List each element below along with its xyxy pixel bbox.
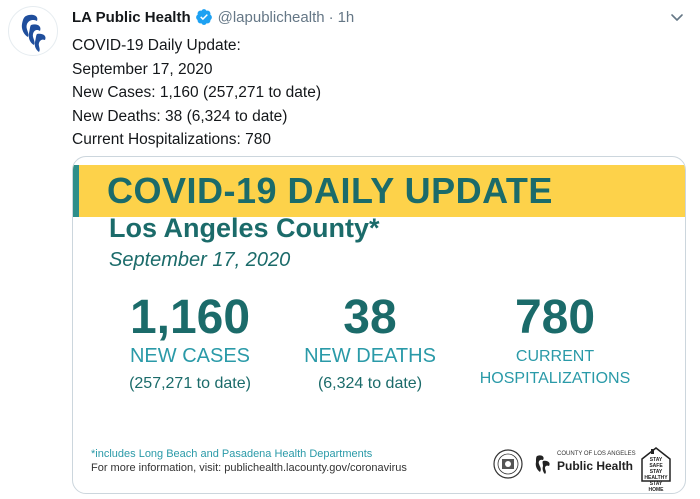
tweet-header: LA Public Health @lapublichealth · 1h <box>72 6 354 28</box>
tweet-text: COVID-19 Daily Update: September 17, 202… <box>72 34 672 152</box>
stay-home-line: STAY HOME <box>648 481 664 493</box>
stat-hospitalizations: 780 CURRENT HOSPITALIZATIONS <box>471 291 639 389</box>
stat-subtext: (6,324 to date) <box>317 375 423 392</box>
stat-subtext: (257,271 to date) <box>129 375 251 392</box>
tweet-line: COVID-19 Daily Update: <box>72 37 241 54</box>
public-health-logo-icon <box>535 455 550 474</box>
card-title-covid: COVID-19 <box>107 170 278 211</box>
stat-label: NEW CASES <box>129 345 251 367</box>
county-heading: Los Angeles County* <box>109 213 380 243</box>
stat-label-line2: HOSPITALIZATIONS <box>479 370 631 387</box>
stat-value: 780 <box>514 291 596 344</box>
tweet-timestamp[interactable]: 1h <box>337 8 355 26</box>
verified-badge-icon <box>195 8 213 26</box>
logo-county-text: COUNTY OF LOS ANGELES <box>557 451 636 457</box>
title-banner <box>73 165 685 217</box>
stat-label: NEW DEATHS <box>304 345 436 367</box>
account-handle[interactable]: @lapublichealth <box>217 8 325 26</box>
tweet-line: Current Hospitalizations: 780 <box>72 131 272 148</box>
county-seal-icon <box>493 449 523 479</box>
stat-value: 1,160 <box>129 291 251 344</box>
avatar[interactable] <box>8 6 58 56</box>
tweet-line: September 17, 2020 <box>72 60 213 78</box>
stat-new-deaths: 38 NEW DEATHS (6,324 to date) <box>295 291 445 395</box>
media-card[interactable]: COVID-19 DAILY UPDATE Los Angeles County… <box>72 156 686 494</box>
stay-home-line: STAY SAFE <box>649 457 663 469</box>
public-health-logo: COUNTY OF LOS ANGELES Public Health <box>533 449 636 479</box>
footnote: *includes Long Beach and Pasadena Health… <box>91 448 373 460</box>
logo-title-text: Public Health <box>557 459 634 473</box>
stat-label-line1: CURRENT <box>515 348 595 365</box>
more-info-text: For more information, visit: publichealt… <box>91 462 407 474</box>
banner-accent <box>73 165 79 217</box>
chevron-down-icon[interactable] <box>668 8 686 26</box>
card-title: COVID-19 DAILY UPDATE <box>107 169 553 213</box>
stay-home-text: STAY SAFE STAY HEALTHY STAY HOME <box>643 457 669 493</box>
stay-home-badge: STAY SAFE STAY HEALTHY STAY HOME <box>639 445 673 493</box>
house-icon <box>641 447 671 482</box>
tweet-line: New Cases: 1,160 (257,271 to date) <box>72 84 322 101</box>
stat-new-cases: 1,160 NEW CASES (257,271 to date) <box>115 291 265 395</box>
tweet-line: New Deaths: 38 (6,324 to date) <box>72 107 288 125</box>
separator-dot: · <box>328 8 334 26</box>
card-title-daily-update: DAILY UPDATE <box>277 170 553 211</box>
la-public-health-logo-icon <box>21 14 46 52</box>
account-name[interactable]: LA Public Health <box>72 8 191 26</box>
stat-value: 38 <box>343 291 397 344</box>
stay-home-line: STAY HEALTHY <box>644 469 668 481</box>
update-date: September 17, 2020 <box>109 249 291 271</box>
